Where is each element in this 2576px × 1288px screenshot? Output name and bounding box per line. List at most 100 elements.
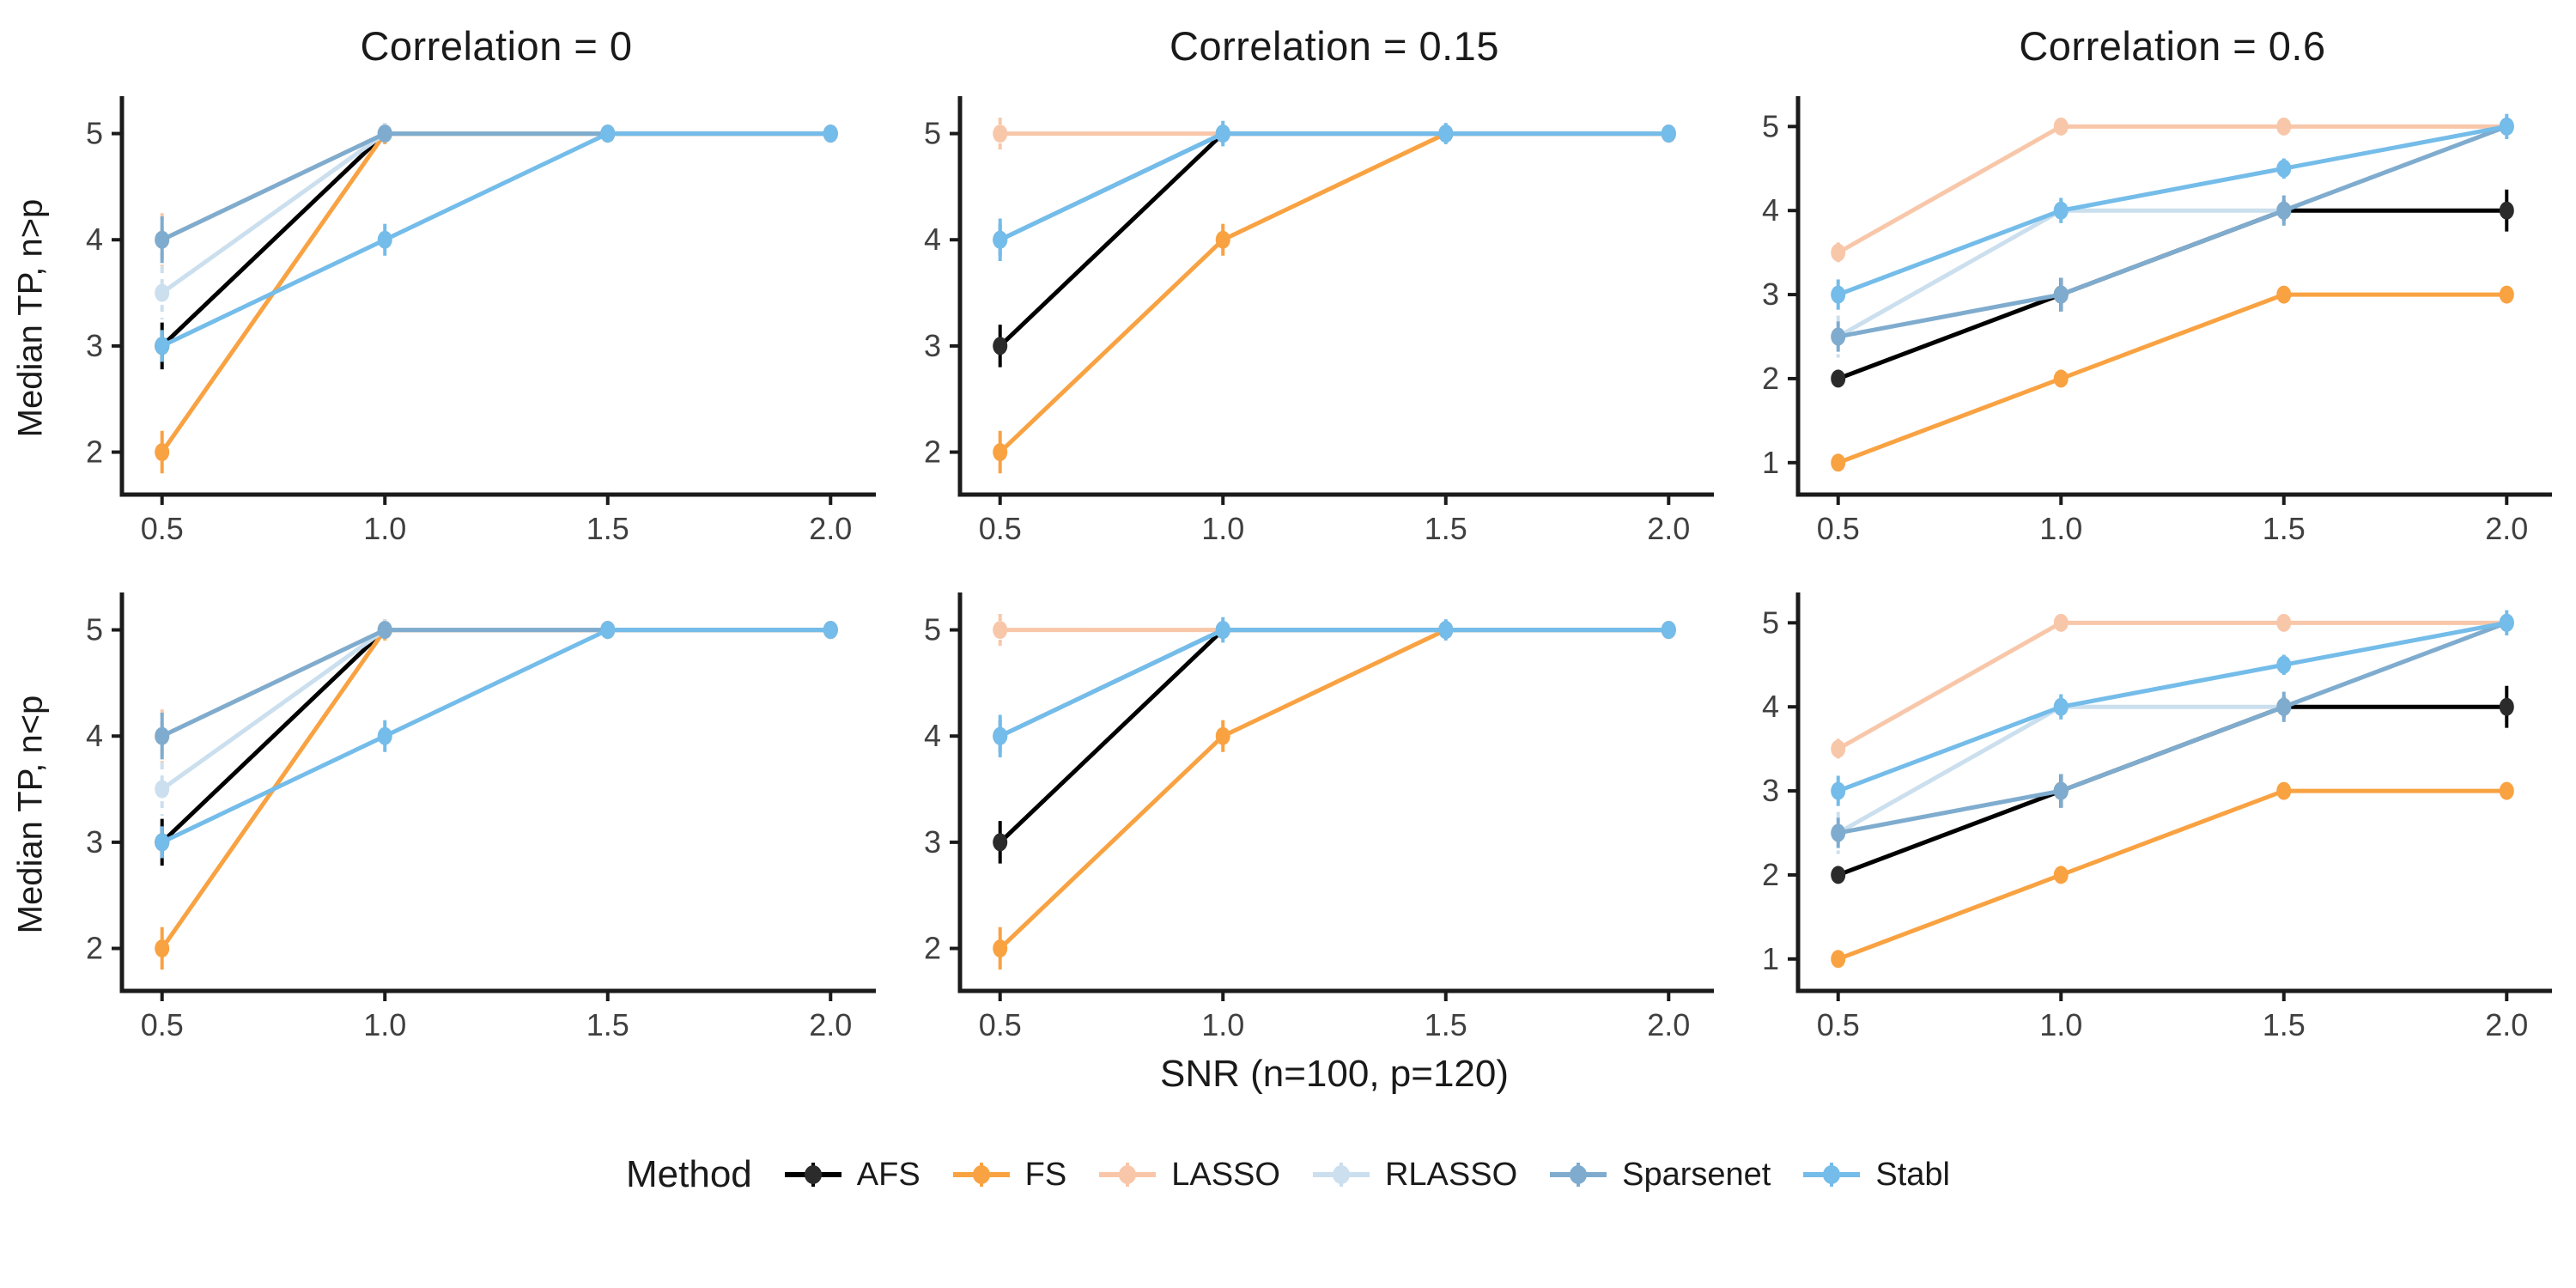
data-point <box>1215 621 1230 640</box>
legend-key-point <box>1570 1165 1588 1184</box>
panel-corr06-nltp: 0.5 1.0 1.5 2.0 1 2 3 4 5 <box>1762 592 2552 1042</box>
legend-item-afs: AFS <box>781 1147 920 1202</box>
x-tick-label: 2.0 <box>2485 511 2528 546</box>
series-line <box>1836 292 2509 465</box>
series-rlasso <box>993 621 1676 752</box>
series-line <box>1836 124 2509 297</box>
data-point <box>2276 285 2292 304</box>
data-point <box>993 337 1008 355</box>
series-line <box>1836 788 2509 962</box>
data-point <box>2499 697 2514 716</box>
x-tick-label: 1.5 <box>1425 1007 1467 1042</box>
series-line <box>998 628 1671 951</box>
data-point <box>2499 201 2514 220</box>
y-tick-label: 1 <box>1762 445 1779 480</box>
panel-corr0-ngtp: 0.5 1.0 1.5 2.0 2 3 4 5 <box>86 96 876 546</box>
series-line <box>1836 124 2509 339</box>
legend-item-fs: FS <box>950 1147 1066 1202</box>
x-tick-label: 1.0 <box>363 511 406 546</box>
series-afs <box>993 621 1676 864</box>
corner-spacer <box>0 12 62 79</box>
series-line <box>160 628 833 845</box>
data-point <box>1831 781 1846 800</box>
data-point <box>2276 655 2292 674</box>
legend-key-point <box>1332 1165 1350 1184</box>
y-axis-label-row-bottom: Median TP, n<p <box>0 575 62 1053</box>
data-point <box>1831 866 1846 884</box>
legend-key-sparsenet <box>1550 1163 1607 1187</box>
y-tick-label: 4 <box>1762 192 1779 228</box>
x-tick-label: 0.5 <box>979 1007 1022 1042</box>
series-fs <box>1831 285 2514 472</box>
data-point <box>155 230 170 249</box>
data-point <box>1215 125 1230 143</box>
y-tick-label: 5 <box>86 116 103 151</box>
y-tick-label: 2 <box>86 434 103 470</box>
y-axis-label-row-top: Median TP, n>p <box>0 79 62 556</box>
legend-key-point <box>1119 1165 1137 1184</box>
series-afs <box>1831 685 2514 884</box>
series-rlasso <box>1831 613 2514 854</box>
legend-label: AFS <box>856 1157 920 1193</box>
legend-key-lasso <box>1099 1163 1157 1187</box>
legend-label: RLASSO <box>1384 1157 1518 1193</box>
y-tick-label: 3 <box>1762 276 1779 312</box>
data-point <box>155 726 170 745</box>
data-point <box>1831 823 1846 842</box>
x-tick-label: 0.5 <box>141 1007 184 1042</box>
legend-item-rlasso: RLASSO <box>1309 1147 1517 1202</box>
data-point <box>2053 201 2069 220</box>
y-tick-label: 4 <box>86 718 103 753</box>
legend-key-fs <box>952 1163 1010 1187</box>
data-point <box>993 125 1008 143</box>
data-point <box>2053 285 2069 304</box>
legend-key-afs <box>784 1163 841 1187</box>
x-tick-label: 1.5 <box>2263 511 2306 546</box>
data-point <box>1831 739 1846 758</box>
y-tick-label: 2 <box>1762 857 1779 892</box>
legend-items: AFS FS LASSO RLASSO Sparsenet Stabl <box>781 1147 1950 1202</box>
legend-item-lasso: LASSO <box>1096 1147 1280 1202</box>
data-point <box>993 443 1008 462</box>
y-axis-label-text: Median TP, n<p <box>11 695 50 933</box>
data-point <box>2053 781 2069 800</box>
y-tick-label: 5 <box>924 116 941 151</box>
series-line <box>1836 620 2509 835</box>
data-point <box>2276 159 2292 178</box>
y-tick-label: 4 <box>924 222 941 257</box>
series-afs <box>993 125 1676 368</box>
x-axis-label: SNR (n=100, p=120) <box>1159 1053 1510 1095</box>
x-tick-label: 2.0 <box>809 1007 852 1042</box>
data-point <box>155 283 170 302</box>
data-point <box>2053 369 2069 388</box>
series-sparsenet <box>1831 117 2514 352</box>
data-point <box>2053 117 2069 136</box>
x-tick-label: 2.0 <box>809 511 852 546</box>
series-stabl <box>1831 610 2514 806</box>
legend-key-point <box>804 1165 822 1184</box>
y-tick-label: 4 <box>924 718 941 753</box>
data-point <box>993 230 1008 249</box>
y-tick-label: 3 <box>924 328 941 363</box>
data-point <box>377 230 392 249</box>
legend-item-sparsenet: Sparsenet <box>1546 1147 1771 1202</box>
panel-corr015-nltp: 0.5 1.0 1.5 2.0 2 3 4 5 <box>924 592 1714 1042</box>
series-afs <box>155 621 838 866</box>
data-point <box>993 621 1008 640</box>
data-point <box>377 726 392 745</box>
series-line <box>160 628 833 951</box>
legend-label: Stabl <box>1875 1157 1950 1193</box>
series-lasso <box>1831 613 2514 759</box>
data-point <box>1438 125 1454 143</box>
legend-key-point <box>972 1165 990 1184</box>
data-point <box>1438 621 1454 640</box>
facet-title-correlation-0: Correlation = 0 <box>360 22 633 69</box>
legend-key-rlasso <box>1312 1163 1370 1187</box>
series-rlasso <box>155 619 838 816</box>
y-tick-label: 5 <box>924 612 941 647</box>
series-line <box>160 131 833 349</box>
series-fs <box>1831 781 2514 969</box>
data-point <box>1661 621 1676 640</box>
data-point <box>993 726 1008 745</box>
series-line <box>160 628 833 792</box>
